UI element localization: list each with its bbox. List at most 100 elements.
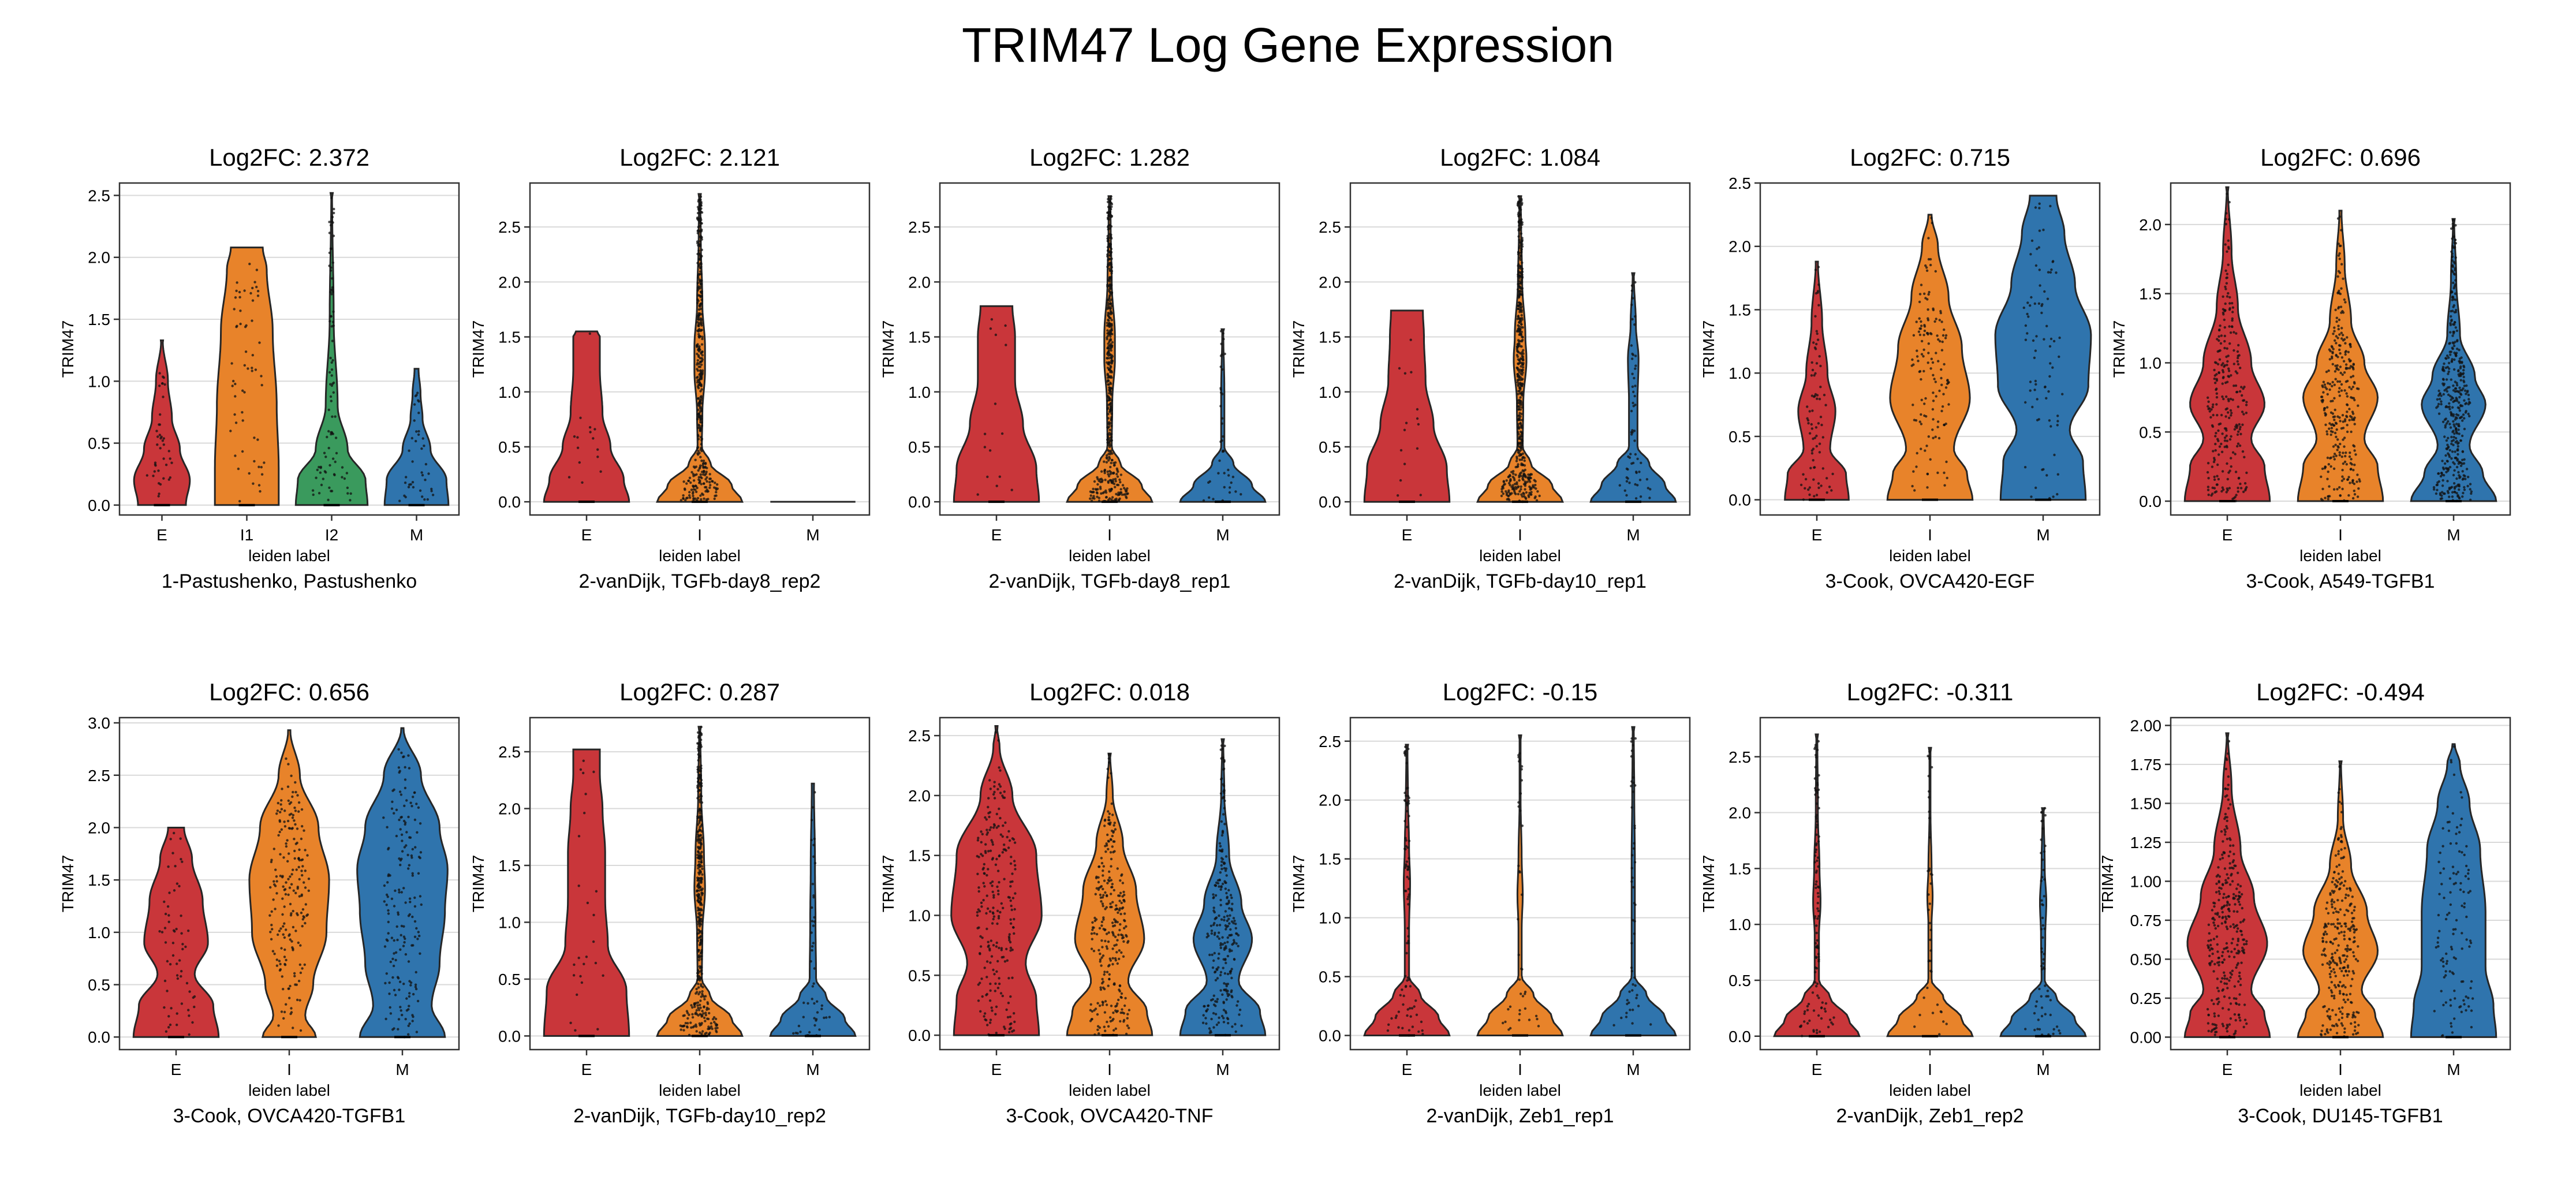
expression-dot xyxy=(697,878,700,881)
expression-dot xyxy=(2207,396,2209,399)
expression-dot xyxy=(1811,368,1815,372)
expression-dot xyxy=(1517,390,1520,393)
expression-dot xyxy=(1110,266,1113,268)
expression-dot xyxy=(1932,436,1935,439)
expression-dot xyxy=(335,451,338,455)
expression-dot xyxy=(305,914,308,917)
expression-dot xyxy=(2236,390,2239,394)
expression-dot xyxy=(690,488,693,491)
expression-dot xyxy=(180,858,182,861)
expression-dot xyxy=(1210,1017,1213,1021)
expression-dot xyxy=(1515,460,1518,462)
expression-dot xyxy=(341,466,344,469)
expression-dot xyxy=(1635,471,1638,475)
expression-dot xyxy=(1013,908,1016,911)
expression-dot xyxy=(323,451,326,454)
expression-dot xyxy=(1212,498,1215,501)
expression-dot xyxy=(1521,458,1524,461)
expression-dot xyxy=(304,921,307,925)
expression-dot xyxy=(1825,477,1828,480)
expression-dot xyxy=(692,479,696,482)
expression-dot xyxy=(2212,460,2216,464)
expression-dot xyxy=(289,938,292,941)
expression-dot xyxy=(693,1002,696,1005)
expression-dot xyxy=(1517,324,1520,327)
expression-dot xyxy=(1106,307,1109,311)
expression-dot xyxy=(176,974,179,977)
expression-dot xyxy=(1112,478,1115,481)
expression-dot xyxy=(586,901,589,905)
expression-dot xyxy=(1110,401,1112,405)
expression-dot xyxy=(698,828,701,831)
expression-dot xyxy=(802,1016,805,1018)
expression-dot xyxy=(1630,289,1634,292)
expression-dot xyxy=(2446,490,2450,492)
expression-dot xyxy=(327,430,330,433)
expression-dot xyxy=(985,818,988,821)
expression-dot xyxy=(2240,386,2243,389)
y-tick-label: 2.5 xyxy=(908,218,931,236)
expression-dot xyxy=(1118,928,1121,932)
expression-dot xyxy=(1518,474,1521,477)
expression-dot xyxy=(1634,453,1637,456)
expression-dot xyxy=(1094,893,1097,896)
expression-dot xyxy=(812,982,815,985)
expression-dot xyxy=(2046,297,2049,300)
expression-dot xyxy=(2227,375,2230,378)
expression-dot xyxy=(2461,470,2464,473)
expression-dot xyxy=(696,343,699,346)
expression-dot xyxy=(1223,472,1226,475)
expression-dot xyxy=(333,207,335,211)
expression-dot xyxy=(244,326,247,329)
expression-dot xyxy=(696,864,700,867)
expression-dot xyxy=(2339,365,2342,368)
expression-dot xyxy=(983,885,986,888)
expression-dot xyxy=(697,886,700,890)
expression-dot xyxy=(989,787,992,790)
expression-dot xyxy=(1096,1028,1099,1031)
expression-dot xyxy=(1922,334,1925,337)
expression-dot xyxy=(1521,435,1524,438)
expression-dot xyxy=(2215,387,2218,390)
expression-dot xyxy=(2336,488,2339,491)
expression-dot xyxy=(1099,986,1102,989)
expression-dot xyxy=(699,952,703,955)
expression-dot xyxy=(989,989,992,992)
expression-dot xyxy=(1521,237,1524,240)
expression-dot xyxy=(2327,471,2329,473)
expression-dot xyxy=(277,801,279,805)
expression-dot xyxy=(813,1002,816,1005)
expression-dot xyxy=(708,486,711,489)
expression-dot xyxy=(281,897,284,900)
expression-dot xyxy=(1520,311,1523,313)
expression-dot xyxy=(2467,412,2470,416)
expression-dot xyxy=(1096,495,1099,498)
expression-dot xyxy=(1514,473,1517,476)
expression-dot xyxy=(2454,267,2456,270)
expression-dot xyxy=(249,292,252,295)
expression-dot xyxy=(1118,988,1121,991)
expression-dot xyxy=(1126,1024,1129,1027)
expression-dot xyxy=(2333,330,2336,333)
expression-dot xyxy=(701,891,704,895)
y-tick-label: 0.5 xyxy=(498,970,521,988)
expression-dot xyxy=(2460,415,2463,419)
expression-dot xyxy=(1214,1013,1218,1016)
expression-dot xyxy=(1517,449,1520,451)
expression-dot xyxy=(1110,291,1114,294)
x-tick-label: I xyxy=(1518,526,1522,544)
expression-dot xyxy=(2225,282,2228,285)
expression-dot xyxy=(1107,444,1110,447)
expression-dot xyxy=(2432,486,2436,489)
expression-dot xyxy=(1632,461,1635,465)
expression-dot xyxy=(1120,874,1123,877)
expression-dot xyxy=(2349,462,2352,465)
expression-dot xyxy=(2441,365,2445,368)
expression-dot xyxy=(2036,398,2039,401)
expression-dot xyxy=(1003,843,1006,846)
expression-dot xyxy=(400,924,404,928)
expression-dot xyxy=(330,293,333,296)
expression-dot xyxy=(2454,256,2457,259)
expression-dot xyxy=(1943,423,1946,427)
expression-dot xyxy=(1117,934,1120,936)
